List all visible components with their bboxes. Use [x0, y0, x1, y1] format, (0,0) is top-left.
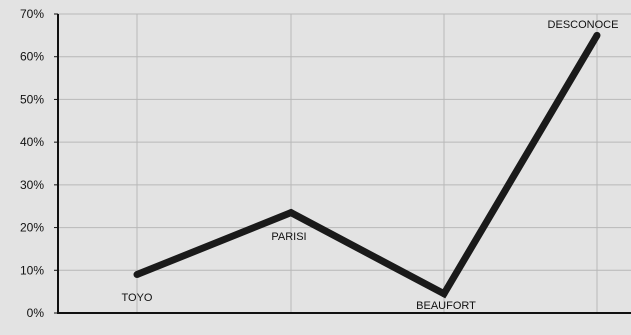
data-point-parisi [287, 209, 295, 217]
y-tick-label: 50% [20, 92, 44, 106]
point-labels: TOYO PARISI BEAUFORT DESCONOCE [122, 19, 619, 312]
data-label-parisi: PARISI [271, 231, 306, 243]
data-label-desconoce: DESCONOCE [548, 19, 619, 31]
series-line [133, 31, 601, 299]
y-tick-label: 20% [20, 221, 44, 235]
gridlines [58, 13, 631, 313]
y-tick-label: 0% [27, 306, 45, 320]
axes [54, 13, 631, 314]
y-tick-label: 40% [20, 135, 44, 149]
y-tick-label: 10% [20, 263, 44, 277]
y-axis-tick-labels: 0% 10% 20% 30% 40% 50% 60% 70% [20, 7, 44, 320]
data-point-toyo [133, 271, 141, 279]
data-point-desconoce [593, 31, 601, 39]
data-label-beaufort: BEAUFORT [416, 300, 476, 312]
data-point-beaufort [440, 290, 448, 298]
y-tick-label: 60% [20, 50, 44, 64]
data-label-toyo: TOYO [122, 292, 153, 304]
y-tick-label: 70% [20, 7, 44, 21]
series-line-path [135, 33, 601, 299]
y-tick-label: 30% [20, 178, 44, 192]
